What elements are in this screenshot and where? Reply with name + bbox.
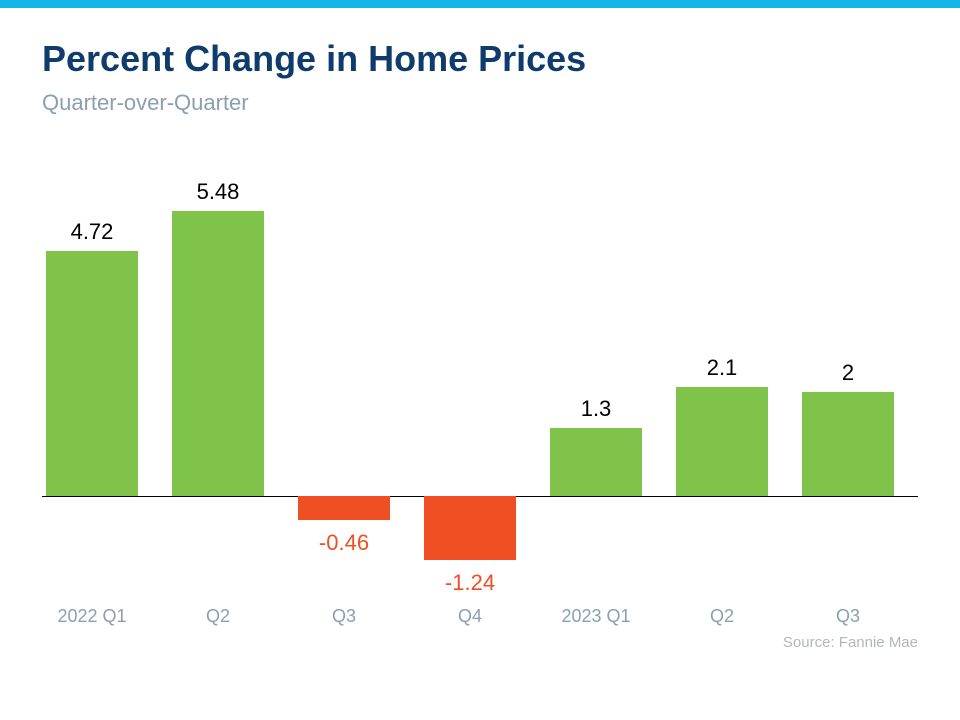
value-label-3: -1.24 bbox=[415, 570, 525, 596]
x-label-6: Q3 bbox=[793, 606, 903, 627]
x-label-2: Q3 bbox=[289, 606, 399, 627]
chart-title: Percent Change in Home Prices bbox=[42, 38, 918, 80]
x-label-1: Q2 bbox=[163, 606, 273, 627]
bar-1 bbox=[172, 211, 264, 496]
value-label-5: 2.1 bbox=[667, 355, 777, 381]
x-label-5: Q2 bbox=[667, 606, 777, 627]
bar-3 bbox=[424, 496, 516, 560]
bar-4 bbox=[550, 428, 642, 496]
bar-2 bbox=[298, 496, 390, 520]
x-label-0: 2022 Q1 bbox=[37, 606, 147, 627]
chart-container: Percent Change in Home Prices Quarter-ov… bbox=[0, 8, 960, 646]
bar-0 bbox=[46, 251, 138, 496]
x-label-4: 2023 Q1 bbox=[541, 606, 651, 627]
bar-5 bbox=[676, 387, 768, 496]
source-attribution: Source: Fannie Mae bbox=[783, 634, 918, 651]
bar-chart: 4.722022 Q15.48Q2-0.46Q3-1.24Q41.32023 Q… bbox=[42, 166, 918, 646]
value-label-2: -0.46 bbox=[289, 530, 399, 556]
value-label-1: 5.48 bbox=[163, 179, 273, 205]
chart-subtitle: Quarter-over-Quarter bbox=[42, 90, 918, 116]
bar-6 bbox=[802, 392, 894, 496]
value-label-6: 2 bbox=[793, 360, 903, 386]
value-label-4: 1.3 bbox=[541, 396, 651, 422]
value-label-0: 4.72 bbox=[37, 219, 147, 245]
top-accent-bar bbox=[0, 0, 960, 8]
x-label-3: Q4 bbox=[415, 606, 525, 627]
